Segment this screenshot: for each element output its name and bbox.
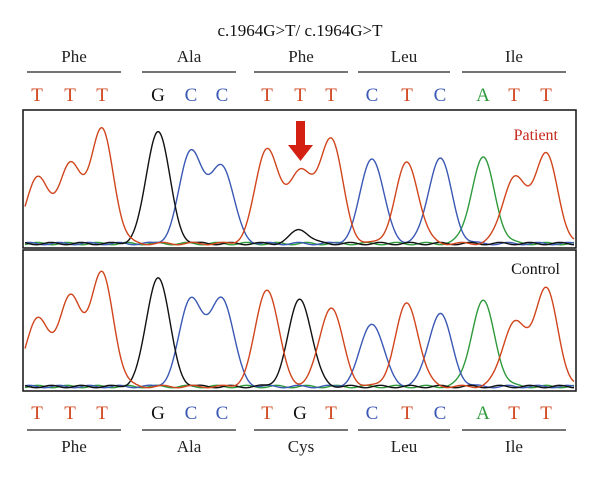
top-amino-acid-row: Phe Ala Phe Leu Ile xyxy=(27,47,566,73)
top-base: C xyxy=(434,85,447,106)
patient-trace-T xyxy=(24,126,575,246)
top-base: A xyxy=(476,85,490,106)
top-base: C xyxy=(366,85,379,106)
top-base: C xyxy=(216,85,229,106)
mutation-arrow-icon xyxy=(288,121,313,161)
control-label: Control xyxy=(511,261,560,278)
bottom-amino-acid: Cys xyxy=(288,437,314,456)
bottom-base: G xyxy=(151,403,165,424)
bottom-base: C xyxy=(185,403,198,424)
bottom-base: C xyxy=(434,403,447,424)
control-trace-C xyxy=(24,296,575,389)
top-base: T xyxy=(64,85,76,106)
control-trace-T xyxy=(24,270,575,389)
patient-traces xyxy=(24,126,575,246)
bottom-base: A xyxy=(476,403,490,424)
bottom-base: T xyxy=(31,403,43,424)
top-amino-acid: Phe xyxy=(288,47,314,66)
bottom-base: T xyxy=(508,403,520,424)
top-base: T xyxy=(540,85,552,106)
control-trace-A xyxy=(24,299,575,389)
top-base: T xyxy=(261,85,273,106)
top-base: T xyxy=(294,85,306,106)
bottom-amino-acid: Ala xyxy=(177,437,202,456)
bottom-amino-acid: Ile xyxy=(505,437,523,456)
control-trace-G xyxy=(24,277,574,389)
bottom-base: T xyxy=(325,403,337,424)
patient-panel-frame xyxy=(22,109,577,249)
bottom-amino-acid: Leu xyxy=(391,437,418,456)
patient-label: Patient xyxy=(514,127,559,144)
top-base: C xyxy=(185,85,198,106)
top-amino-acid: Ile xyxy=(505,47,523,66)
control-traces xyxy=(24,270,575,389)
bottom-amino-acid-row: Phe Ala Cys Leu Ile xyxy=(27,429,566,456)
bottom-base: C xyxy=(366,403,379,424)
top-base: T xyxy=(31,85,43,106)
top-base: T xyxy=(508,85,520,106)
top-base: T xyxy=(325,85,337,106)
bottom-base: T xyxy=(261,403,273,424)
bottom-base: T xyxy=(96,403,108,424)
top-base: T xyxy=(96,85,108,106)
patient-trace-G xyxy=(24,130,574,246)
top-base: T xyxy=(401,85,413,106)
bottom-base: T xyxy=(540,403,552,424)
bottom-base: G xyxy=(293,403,307,424)
patient-trace-A xyxy=(24,156,575,246)
top-base: G xyxy=(151,85,165,106)
figure-title: c.1964G>T/ c.1964G>T xyxy=(217,21,383,40)
patient-trace-C xyxy=(24,148,575,246)
top-amino-acid: Leu xyxy=(391,47,418,66)
bottom-amino-acid: Phe xyxy=(61,437,87,456)
bottom-base: T xyxy=(401,403,413,424)
bottom-base: T xyxy=(64,403,76,424)
top-amino-acid: Ala xyxy=(177,47,202,66)
bottom-base: C xyxy=(216,403,229,424)
control-panel-frame xyxy=(22,249,577,392)
top-amino-acid: Phe xyxy=(61,47,87,66)
